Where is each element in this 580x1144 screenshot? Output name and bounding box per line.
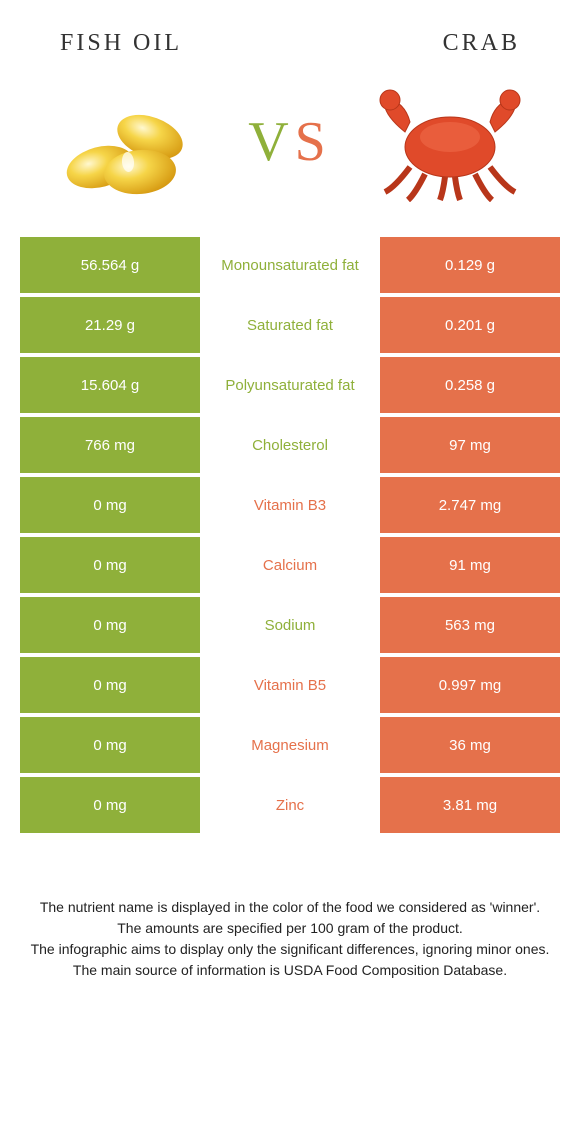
- vs-s: S: [295, 111, 332, 173]
- crab-image: [350, 77, 550, 207]
- right-value-cell: 36 mg: [380, 717, 560, 773]
- right-value-cell: 0.129 g: [380, 237, 560, 293]
- right-food-label: Crab: [443, 30, 520, 57]
- table-row: 0 mgMagnesium36 mg: [20, 717, 560, 773]
- nutrient-name-cell: Monounsaturated fat: [200, 237, 380, 293]
- right-value-cell: 0.258 g: [380, 357, 560, 413]
- footer-line-3: The infographic aims to display only the…: [30, 939, 550, 960]
- left-value-cell: 0 mg: [20, 537, 200, 593]
- footer-line-2: The amounts are specified per 100 gram o…: [30, 918, 550, 939]
- nutrient-name-cell: Sodium: [200, 597, 380, 653]
- left-food-label: Fish oil: [60, 30, 182, 57]
- left-value-cell: 21.29 g: [20, 297, 200, 353]
- right-value-cell: 2.747 mg: [380, 477, 560, 533]
- right-value-cell: 0.201 g: [380, 297, 560, 353]
- left-value-cell: 0 mg: [20, 657, 200, 713]
- table-row: 766 mgCholesterol97 mg: [20, 417, 560, 473]
- left-value-cell: 15.604 g: [20, 357, 200, 413]
- nutrient-name-cell: Polyunsaturated fat: [200, 357, 380, 413]
- left-value-cell: 0 mg: [20, 597, 200, 653]
- table-row: 15.604 gPolyunsaturated fat0.258 g: [20, 357, 560, 413]
- header-labels: Fish oil Crab: [0, 0, 580, 77]
- footer-line-1: The nutrient name is displayed in the co…: [30, 897, 550, 918]
- table-row: 56.564 gMonounsaturated fat0.129 g: [20, 237, 560, 293]
- right-value-cell: 3.81 mg: [380, 777, 560, 833]
- nutrient-name-cell: Cholesterol: [200, 417, 380, 473]
- left-value-cell: 766 mg: [20, 417, 200, 473]
- vs-v: V: [248, 111, 294, 173]
- nutrient-name-cell: Calcium: [200, 537, 380, 593]
- right-value-cell: 97 mg: [380, 417, 560, 473]
- nutrient-name-cell: Vitamin B5: [200, 657, 380, 713]
- nutrient-name-cell: Magnesium: [200, 717, 380, 773]
- nutrient-name-cell: Zinc: [200, 777, 380, 833]
- table-row: 0 mgCalcium91 mg: [20, 537, 560, 593]
- table-row: 0 mgSodium563 mg: [20, 597, 560, 653]
- left-value-cell: 0 mg: [20, 477, 200, 533]
- left-value-cell: 0 mg: [20, 777, 200, 833]
- right-value-cell: 91 mg: [380, 537, 560, 593]
- nutrient-name-cell: Vitamin B3: [200, 477, 380, 533]
- right-value-cell: 563 mg: [380, 597, 560, 653]
- comparison-table: 56.564 gMonounsaturated fat0.129 g21.29 …: [20, 237, 560, 833]
- vs-text: VS: [248, 110, 332, 174]
- right-value-cell: 0.997 mg: [380, 657, 560, 713]
- nutrient-name-cell: Saturated fat: [200, 297, 380, 353]
- footer-line-4: The main source of information is USDA F…: [30, 960, 550, 981]
- vs-row: VS: [0, 77, 580, 237]
- table-row: 0 mgVitamin B32.747 mg: [20, 477, 560, 533]
- table-row: 0 mgVitamin B50.997 mg: [20, 657, 560, 713]
- footer-notes: The nutrient name is displayed in the co…: [0, 837, 580, 981]
- table-row: 0 mgZinc3.81 mg: [20, 777, 560, 833]
- left-value-cell: 56.564 g: [20, 237, 200, 293]
- left-value-cell: 0 mg: [20, 717, 200, 773]
- table-row: 21.29 gSaturated fat0.201 g: [20, 297, 560, 353]
- fish-oil-image: [30, 77, 230, 207]
